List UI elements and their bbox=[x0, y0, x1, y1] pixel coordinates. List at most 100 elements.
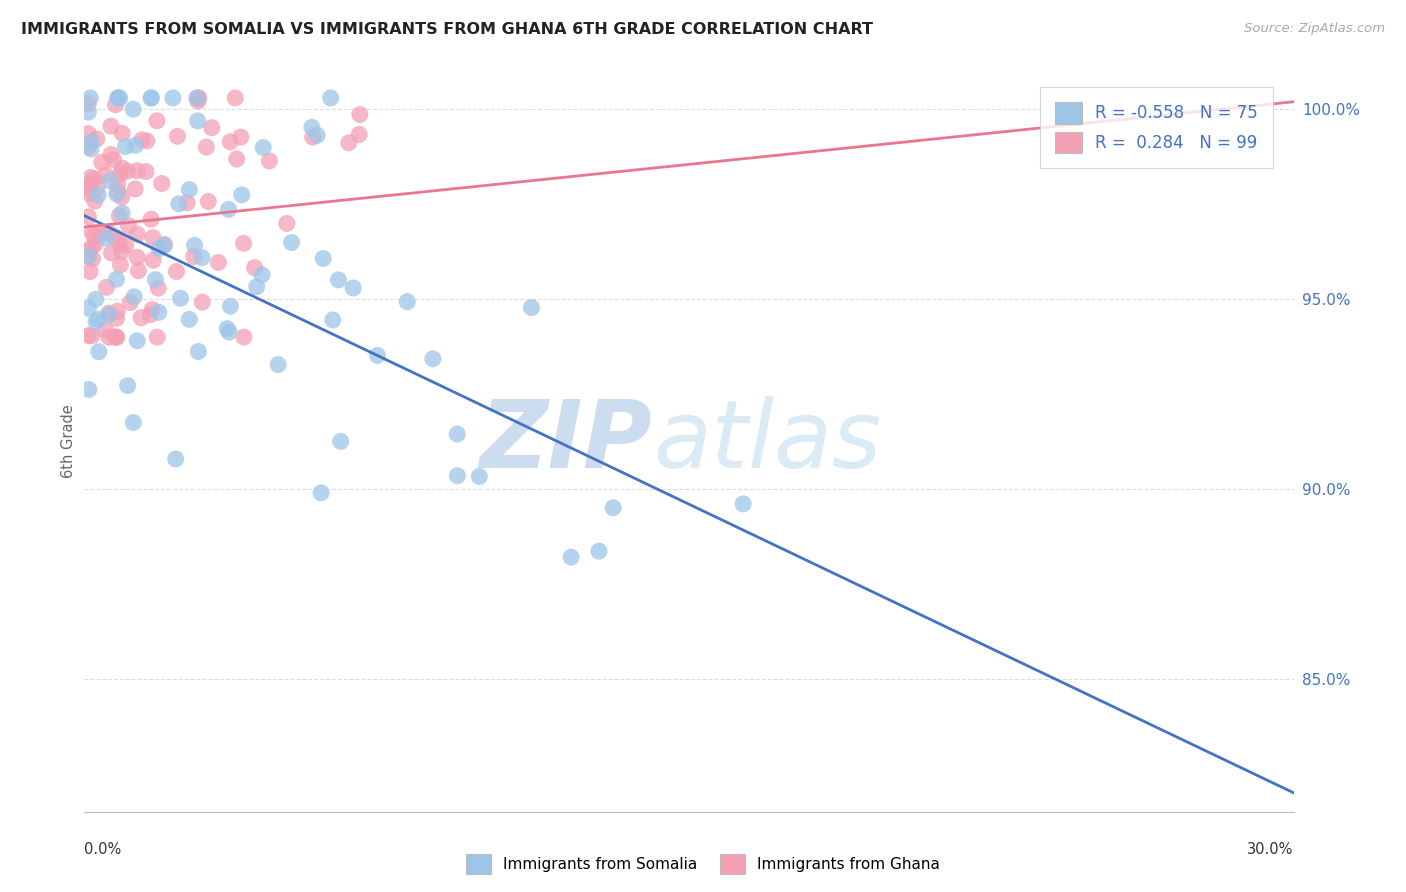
Text: IMMIGRANTS FROM SOMALIA VS IMMIGRANTS FROM GHANA 6TH GRADE CORRELATION CHART: IMMIGRANTS FROM SOMALIA VS IMMIGRANTS FR… bbox=[21, 22, 873, 37]
Point bbox=[366, 348, 388, 362]
Point bbox=[107, 91, 129, 105]
Point bbox=[307, 128, 329, 143]
Point bbox=[169, 291, 191, 305]
Point bbox=[139, 212, 162, 227]
Point bbox=[187, 94, 209, 108]
Point bbox=[87, 312, 110, 326]
Point bbox=[143, 272, 166, 286]
Point bbox=[77, 328, 100, 343]
Point bbox=[80, 240, 103, 254]
Point bbox=[153, 238, 176, 252]
Point bbox=[150, 177, 173, 191]
Point bbox=[105, 304, 128, 318]
Point bbox=[301, 120, 323, 135]
Point bbox=[79, 91, 101, 105]
Point bbox=[347, 128, 370, 142]
Point bbox=[218, 325, 240, 339]
Point bbox=[560, 550, 582, 565]
Point bbox=[86, 132, 108, 146]
Point bbox=[77, 250, 100, 264]
Point bbox=[217, 321, 239, 335]
Point bbox=[179, 183, 201, 197]
Y-axis label: 6th Grade: 6th Grade bbox=[60, 405, 76, 478]
Point bbox=[135, 134, 157, 148]
Legend: Immigrants from Somalia, Immigrants from Ghana: Immigrants from Somalia, Immigrants from… bbox=[460, 848, 946, 880]
Point bbox=[166, 129, 188, 144]
Point bbox=[100, 147, 122, 161]
Point bbox=[98, 174, 121, 188]
Legend: R = -0.558   N = 75, R =  0.284   N = 99: R = -0.558 N = 75, R = 0.284 N = 99 bbox=[1040, 87, 1272, 169]
Point bbox=[127, 163, 149, 178]
Point bbox=[127, 251, 149, 265]
Point bbox=[588, 544, 610, 558]
Point bbox=[141, 91, 163, 105]
Point bbox=[97, 225, 120, 239]
Text: ZIP: ZIP bbox=[479, 395, 652, 488]
Point bbox=[733, 497, 755, 511]
Point bbox=[191, 251, 214, 265]
Point bbox=[84, 236, 107, 251]
Point bbox=[218, 202, 240, 217]
Point bbox=[153, 237, 176, 252]
Point bbox=[422, 351, 444, 366]
Point bbox=[122, 102, 145, 116]
Text: Source: ZipAtlas.com: Source: ZipAtlas.com bbox=[1244, 22, 1385, 36]
Point bbox=[468, 469, 491, 483]
Point bbox=[117, 164, 139, 178]
Point bbox=[187, 91, 209, 105]
Point bbox=[232, 236, 254, 251]
Point bbox=[328, 273, 350, 287]
Point bbox=[322, 313, 344, 327]
Point bbox=[246, 279, 269, 293]
Point bbox=[105, 186, 128, 201]
Point bbox=[96, 231, 118, 245]
Point bbox=[77, 127, 100, 141]
Point bbox=[139, 308, 162, 322]
Point bbox=[396, 294, 419, 309]
Point bbox=[131, 133, 153, 147]
Point bbox=[103, 153, 125, 167]
Point bbox=[100, 246, 122, 260]
Point bbox=[77, 244, 100, 258]
Point bbox=[84, 315, 107, 329]
Point bbox=[195, 140, 218, 154]
Point bbox=[120, 295, 142, 310]
Point bbox=[87, 344, 110, 359]
Point bbox=[127, 227, 149, 242]
Point bbox=[142, 253, 165, 268]
Point bbox=[122, 416, 145, 430]
Text: atlas: atlas bbox=[652, 396, 882, 487]
Point bbox=[124, 182, 146, 196]
Point bbox=[98, 330, 121, 344]
Point bbox=[146, 330, 169, 344]
Point bbox=[167, 196, 190, 211]
Point bbox=[83, 172, 105, 186]
Point bbox=[84, 292, 107, 306]
Point bbox=[309, 486, 332, 500]
Point bbox=[342, 281, 364, 295]
Point bbox=[197, 194, 219, 209]
Point bbox=[520, 301, 543, 315]
Point bbox=[187, 344, 209, 359]
Point bbox=[110, 167, 132, 181]
Point bbox=[108, 91, 131, 105]
Point bbox=[107, 177, 129, 191]
Point bbox=[90, 227, 112, 241]
Point bbox=[104, 97, 127, 112]
Point bbox=[349, 107, 371, 121]
Point bbox=[80, 142, 103, 156]
Point bbox=[319, 91, 342, 105]
Point bbox=[77, 249, 100, 263]
Point bbox=[80, 226, 103, 240]
Point bbox=[97, 308, 120, 322]
Point bbox=[117, 378, 139, 392]
Point bbox=[114, 238, 136, 252]
Point bbox=[77, 210, 100, 224]
Point bbox=[117, 219, 139, 233]
Point bbox=[337, 136, 360, 150]
Point bbox=[77, 105, 100, 120]
Point bbox=[111, 161, 134, 176]
Point bbox=[162, 91, 184, 105]
Point bbox=[86, 180, 108, 194]
Text: 0.0%: 0.0% bbox=[84, 842, 121, 857]
